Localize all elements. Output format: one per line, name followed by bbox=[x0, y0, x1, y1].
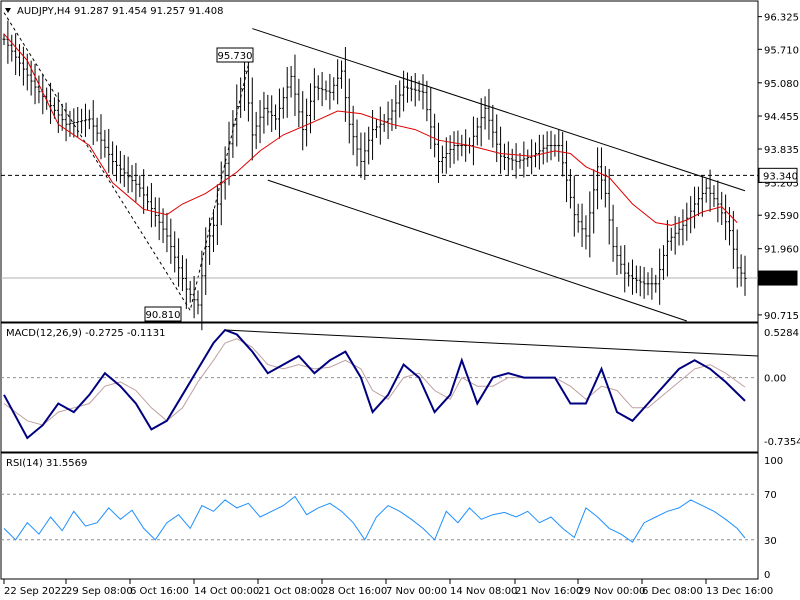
rsi-title: RSI(14) 31.5569 bbox=[6, 458, 87, 469]
time-axis-label: 6 Dec 08:00 bbox=[642, 586, 703, 597]
macd-line bbox=[3, 328, 746, 440]
price-panel bbox=[0, 0, 759, 323]
time-axis-label: 6 Oct 16:00 bbox=[130, 586, 189, 597]
macd-panel bbox=[0, 322, 759, 453]
time-axis-label: 7 Nov 00:00 bbox=[386, 586, 447, 597]
level-price-tag: 93.340 bbox=[763, 171, 798, 182]
time-axis-label: 29 Sep 08:00 bbox=[66, 586, 133, 597]
time-axis-label: 22 Sep 2022 bbox=[4, 586, 67, 597]
macd-axis-label: -0.7354 bbox=[764, 437, 800, 448]
price-axis-label: 95.080 bbox=[764, 79, 799, 90]
moving-average-line bbox=[3, 33, 738, 226]
symbol-header: AUDJPY,H4 91.287 91.454 91.257 91.408 bbox=[17, 6, 223, 17]
macd-signal-line bbox=[3, 338, 746, 426]
time-axis-label: 21 Oct 08:00 bbox=[258, 586, 323, 597]
macd-axis-label: 0.00 bbox=[764, 374, 786, 385]
channel-lower-line bbox=[267, 179, 687, 322]
macd-axis-label: 0.5284 bbox=[764, 328, 799, 339]
current-price-tag: 91.408 bbox=[763, 274, 798, 285]
time-axis-label: 14 Nov 08:00 bbox=[450, 586, 517, 597]
price-axis-label: 91.960 bbox=[764, 245, 799, 256]
price-axis-label: 92.590 bbox=[764, 211, 799, 222]
macd-trend-line bbox=[225, 329, 759, 357]
low-annotation: 90.810 bbox=[146, 310, 181, 321]
level-price-tag-box bbox=[758, 167, 798, 183]
price-axis-label: 90.715 bbox=[764, 311, 799, 322]
price-axis-label: 96.325 bbox=[764, 13, 799, 24]
price-axis-label: 93.835 bbox=[764, 145, 799, 156]
rsi-axis-label: 70 bbox=[764, 490, 777, 501]
zigzag-line bbox=[3, 12, 253, 312]
time-axis-label: 29 Nov 00:00 bbox=[578, 586, 645, 597]
low-annotation-box bbox=[144, 306, 182, 322]
macd-title: MACD(12,26,9) -0.2725 -0.1131 bbox=[6, 328, 166, 339]
high-annotation-box bbox=[216, 47, 254, 63]
time-axis-label: 28 Oct 16:00 bbox=[322, 586, 387, 597]
rsi-line bbox=[3, 495, 746, 543]
rsi-axis-label: 30 bbox=[764, 536, 777, 547]
time-axis-label: 14 Oct 00:00 bbox=[194, 586, 259, 597]
rsi-panel bbox=[0, 452, 759, 580]
price-axis-label: 94.455 bbox=[764, 112, 799, 123]
rsi-axis-label: 0 bbox=[764, 570, 770, 581]
time-axis-label: 13 Dec 16:00 bbox=[706, 586, 773, 597]
time-axis-label: 21 Nov 16:00 bbox=[515, 586, 582, 597]
symbol-dropdown-icon[interactable] bbox=[5, 8, 11, 13]
channel-upper-line bbox=[252, 28, 746, 192]
rsi-axis-label: 100 bbox=[764, 456, 783, 467]
current-price-tag-box bbox=[758, 270, 798, 286]
price-axis-label: 93.205 bbox=[764, 179, 799, 190]
price-axis-label: 95.710 bbox=[764, 45, 799, 56]
high-annotation: 95.730 bbox=[218, 51, 253, 62]
